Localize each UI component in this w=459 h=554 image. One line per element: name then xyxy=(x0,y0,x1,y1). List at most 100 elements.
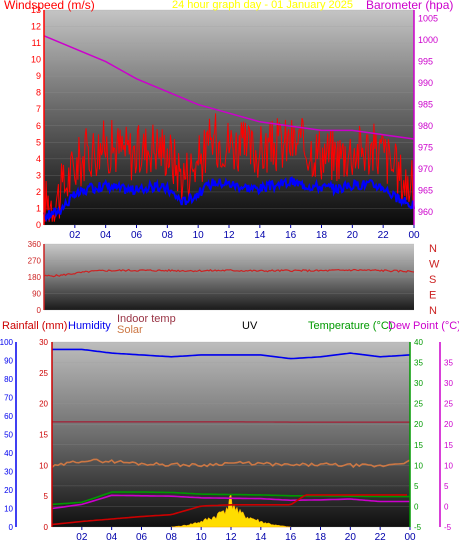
temperature-y-tick-label: 20 xyxy=(414,420,423,429)
humidity-y-tick-label: 60 xyxy=(4,412,13,421)
wind-y-tick-label: 5 xyxy=(36,137,41,147)
temperature-y-tick-label: 30 xyxy=(414,379,423,388)
wind-y-tick-label: 10 xyxy=(31,55,41,65)
compass-label: S xyxy=(429,274,436,286)
direction-grid xyxy=(44,243,414,311)
dewpoint-y-tick-label: 5 xyxy=(444,482,449,491)
compass-label: E xyxy=(429,290,436,302)
temperature-y-tick-label: 40 xyxy=(414,338,423,347)
wind-x-tick-label: 10 xyxy=(193,230,205,241)
wind-x-tick-label: 12 xyxy=(223,230,235,241)
rain-y-tick-label: 10 xyxy=(39,461,48,470)
dewpoint-y-tick-label: 15 xyxy=(444,441,453,450)
temperature-line xyxy=(51,491,410,506)
direction-y-tick-label: 180 xyxy=(28,273,42,282)
wind-average-series xyxy=(43,176,415,223)
humidity-y-tick-label: 50 xyxy=(4,431,13,440)
wind-y-tick-label: 0 xyxy=(36,220,41,230)
wind-title: Windspeed (m/s) xyxy=(4,0,95,12)
lower-x-tick-label: 12 xyxy=(225,532,237,543)
lower-x-tick-label: 22 xyxy=(375,532,387,543)
barometer-y-tick-label: 965 xyxy=(418,186,433,196)
wind-y-tick-label: 3 xyxy=(36,170,41,180)
barometer-line xyxy=(43,35,415,140)
wind-y-tick-label: 8 xyxy=(36,88,41,98)
rain-y-tick-label: 30 xyxy=(39,338,48,347)
lower-x-tick-label: 10 xyxy=(196,532,208,543)
wind-y-tick-label: 4 xyxy=(36,154,41,164)
barometer-y-tick-label: 995 xyxy=(418,57,433,67)
dewpoint-line xyxy=(51,494,410,510)
dewpoint-y-tick-label: 30 xyxy=(444,379,453,388)
barometer-series xyxy=(43,35,415,140)
wind-y-tick-label: 13 xyxy=(31,5,41,15)
lower-x-axis: 02 04 06 08 10 12 14 16 18 20 22 00 xyxy=(76,527,416,543)
dewpoint-y-tick-label: 20 xyxy=(444,420,453,429)
temperature-y-tick-label: 0 xyxy=(414,502,419,511)
humidity-y-tick-label: 0 xyxy=(9,523,14,532)
barometer-y-tick-label: 990 xyxy=(418,78,433,88)
compass-label: N xyxy=(429,243,437,255)
wind-y-tick-label: 11 xyxy=(32,38,41,48)
humidity-y-tick-label: 90 xyxy=(4,357,13,366)
humidity-title: Humidity xyxy=(68,320,111,332)
lower-x-tick-label: 08 xyxy=(166,532,178,543)
rain-y-tick-label: 0 xyxy=(44,523,49,532)
uv-area xyxy=(171,493,291,528)
direction-y-tick-label: 0 xyxy=(37,306,42,315)
wind-x-tick-label: 22 xyxy=(378,230,390,241)
windspeed-line xyxy=(43,113,415,222)
barometer-y-tick-label: 975 xyxy=(418,143,433,153)
temperature-y-tick-label: 5 xyxy=(414,482,419,491)
lower-x-tick-label: 00 xyxy=(404,532,416,543)
wind-x-tick-label: 14 xyxy=(254,230,266,241)
wind-direction-line xyxy=(43,268,415,278)
direction-y-axis: 0 90 180 270 360 xyxy=(28,240,42,315)
wind-y-tick-label: 1 xyxy=(36,203,41,213)
direction-y-tick-label: 270 xyxy=(28,257,42,266)
direction-y-tick-label: 360 xyxy=(28,240,42,249)
dewpoint-y-axis: -5 0 5 10 15 20 25 30 35 xyxy=(444,359,453,532)
lower-x-tick-label: 16 xyxy=(285,532,297,543)
dewpoint-y-tick-label: -5 xyxy=(444,523,452,532)
barometer-y-tick-label: 960 xyxy=(418,207,433,217)
windspeed-series xyxy=(43,113,415,222)
humidity-y-tick-label: 10 xyxy=(4,505,13,514)
rain-y-tick-label: 5 xyxy=(44,492,49,501)
barometer-y-axis: 960 965 970 975 980 985 990 995 1000 1005 xyxy=(418,14,438,218)
dewpoint-y-tick-label: 10 xyxy=(444,461,453,470)
humidity-y-tick-label: 80 xyxy=(4,375,13,384)
wind-x-tick-label: 02 xyxy=(69,230,81,241)
lower-x-tick-label: 14 xyxy=(255,532,267,543)
humidity-y-tick-label: 70 xyxy=(4,394,13,403)
rain-y-axis: 0 5 10 15 20 25 30 xyxy=(39,338,48,532)
rain-y-tick-label: 20 xyxy=(39,400,48,409)
wind-x-tick-label: 00 xyxy=(408,230,420,241)
humidity-y-tick-label: 20 xyxy=(4,486,13,495)
lower-x-tick-label: 20 xyxy=(345,532,357,543)
solar-line xyxy=(51,458,411,469)
graph-title: 24 hour graph day - 01 January 2025 xyxy=(172,0,353,11)
humidity-y-tick-label: 100 xyxy=(0,338,14,347)
direction-y-tick-label: 90 xyxy=(32,290,41,299)
wind-x-tick-label: 16 xyxy=(285,230,297,241)
temperature-y-tick-label: 15 xyxy=(414,441,423,450)
wind-x-axis: 02 04 06 08 10 12 14 16 18 20 22 00 xyxy=(69,225,420,241)
dewpoint-y-tick-label: 0 xyxy=(444,502,449,511)
barometer-y-tick-label: 970 xyxy=(418,164,433,174)
temperature-y-axis: -5 0 5 10 15 20 25 30 35 40 xyxy=(414,338,423,532)
rain-title: Rainfall (mm) xyxy=(2,320,67,332)
wind-x-tick-label: 06 xyxy=(131,230,143,241)
uv-series xyxy=(171,493,291,528)
temperature-y-tick-label: 25 xyxy=(414,400,423,409)
wind-y-tick-label: 6 xyxy=(36,121,41,131)
uv-title: UV xyxy=(242,320,258,332)
lower-x-tick-label: 04 xyxy=(106,532,118,543)
wind-y-tick-label: 9 xyxy=(36,71,41,81)
barometer-title: Barometer (hpa) xyxy=(366,0,453,12)
wind-y-tick-label: 7 xyxy=(36,104,41,114)
rain-y-tick-label: 15 xyxy=(39,431,48,440)
wind-plot-area xyxy=(44,10,414,225)
